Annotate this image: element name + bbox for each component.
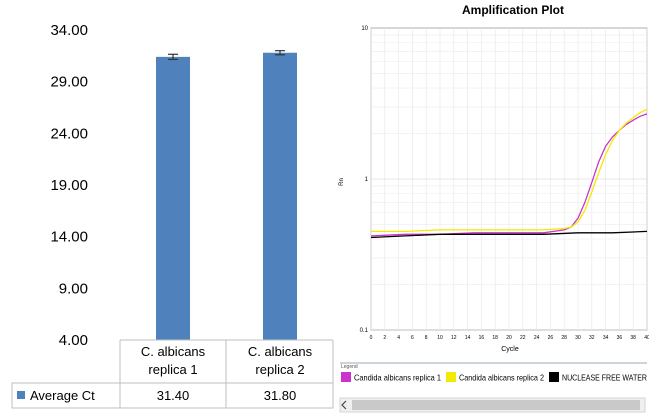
y-tick-label: 29.00 [50, 74, 88, 91]
error-bar [168, 53, 178, 61]
table-value: 31.80 [264, 388, 297, 403]
legend-key-swatch [17, 391, 25, 399]
y-tick-label: 1 [365, 177, 369, 183]
plot-title: Amplification Plot [462, 3, 564, 17]
x-tick-label: 38 [630, 335, 636, 341]
x-tick-label: 10 [437, 335, 443, 341]
legend-swatch [549, 372, 559, 382]
x-tick-label: 18 [492, 335, 498, 341]
legend-label: Candida albicans replica 2 [459, 373, 544, 383]
x-tick-label: 6 [411, 335, 414, 341]
ct-bar-chart: 34.00 29.00 24.00 19.00 14.00 9.00 4.00 C. alb… [11, 22, 334, 409]
category-label-line-1: C. albicans [141, 344, 206, 359]
x-tick-label: 36 [617, 335, 623, 341]
bar [156, 56, 190, 340]
x-tick-label: 30 [575, 335, 581, 341]
y-axis-label: Rn [339, 178, 345, 186]
x-tick-label: 22 [520, 335, 526, 341]
bars [156, 50, 297, 340]
x-tick-label: 14 [465, 335, 471, 341]
table-value: 31.40 [157, 388, 190, 403]
y-tick-label: 10 [361, 26, 368, 32]
data-table: C. albicans replica 1 C. albicans replica 2… [11, 339, 334, 409]
x-axis-label: Cycle [501, 346, 519, 353]
x-tick-label: 20 [506, 335, 512, 341]
amplification-plot: Amplification Plot 10 1 0.1 0 2 4 6 8 10 12 14 16 18… [336, 0, 649, 413]
x-tick-label: 26 [548, 335, 554, 341]
x-tick-label: 40 [644, 335, 649, 341]
series-name: Average Ct [30, 388, 95, 403]
y-tick-label: 24.00 [50, 125, 88, 142]
bar [263, 52, 297, 340]
amplification-curve [370, 113, 648, 237]
category-label-line-2: replica 2 [255, 362, 304, 377]
x-tick-label: 12 [451, 335, 457, 341]
legend-title: Legend [341, 364, 358, 370]
legend-swatch [446, 372, 456, 382]
x-tick-label: 28 [561, 335, 567, 341]
plot-legend: Legend Candida albicans replica 1 Candida… [340, 362, 647, 383]
amplification-curve [370, 230, 648, 239]
x-tick-label: 8 [425, 335, 428, 341]
x-tick-label: 0 [370, 335, 373, 341]
scroll-left-icon[interactable] [341, 400, 347, 410]
table-row-border [11, 382, 334, 409]
y-axis-ticks: 34.00 29.00 24.00 19.00 14.00 9.00 4.00 [50, 22, 88, 349]
y-tick-label: 34.00 [50, 22, 88, 39]
x-tick-label: 24 [534, 335, 540, 341]
x-tick-label: 34 [603, 335, 609, 341]
legend-swatch [341, 372, 351, 382]
category-label-line-1: C. albicans [248, 344, 313, 359]
y-tick-label: 9.00 [59, 280, 88, 297]
x-tick-label: 32 [589, 335, 595, 341]
error-bar [275, 50, 285, 56]
amplification-curves [370, 108, 648, 239]
y-tick-label: 4.00 [59, 332, 88, 349]
legend-label: Candida albicans replica 1 [354, 373, 441, 383]
legend-label: NUCLEASE FREE WATER [562, 373, 647, 383]
scrollbar-thumb[interactable] [352, 400, 640, 410]
amplification-curve [371, 108, 648, 233]
y-tick-label: 14.00 [50, 229, 88, 246]
ct-bar-chart-svg: 34.00 29.00 24.00 19.00 14.00 9.00 4.00 C. alb… [11, 22, 334, 409]
y-tick-label: 19.00 [50, 177, 88, 194]
horizontal-scrollbar[interactable] [339, 397, 646, 413]
category-label-line-2: replica 1 [148, 362, 197, 377]
plot-grid [370, 27, 648, 331]
y-tick-label: 0.1 [360, 328, 369, 334]
x-tick-label: 2 [383, 335, 386, 341]
x-tick-label: 4 [397, 335, 400, 341]
x-tick-label: 16 [479, 335, 485, 341]
